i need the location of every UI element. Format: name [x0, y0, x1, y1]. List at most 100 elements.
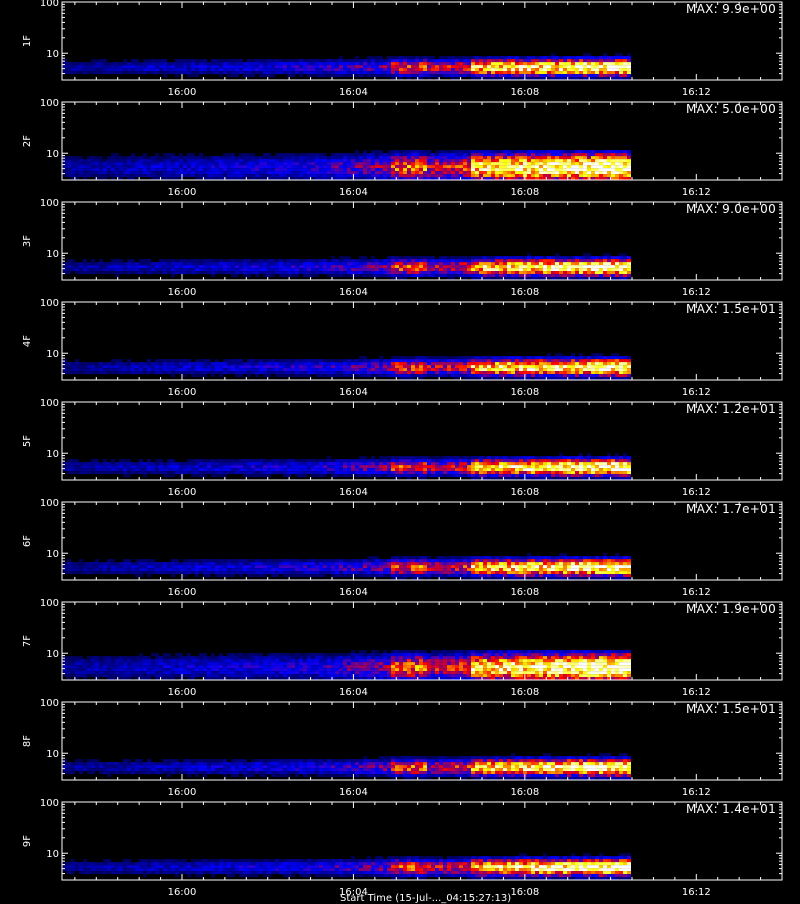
heatmap-cell: [259, 474, 263, 477]
heatmap-cell: [95, 171, 99, 174]
heatmap-cell: [67, 168, 71, 171]
heatmap-cell: [611, 59, 615, 62]
heatmap-cell: [411, 365, 415, 368]
heatmap-cell: [91, 471, 95, 474]
heatmap-cell: [295, 468, 299, 471]
heatmap-cell: [263, 362, 267, 365]
heatmap-cell: [331, 371, 335, 374]
heatmap-cell: [587, 359, 591, 362]
heatmap-cell: [347, 165, 351, 168]
heatmap-cell: [543, 153, 547, 156]
heatmap-cell: [243, 368, 247, 371]
heatmap-cell: [371, 371, 375, 374]
heatmap-cell: [167, 168, 171, 171]
heatmap-cell: [555, 356, 559, 359]
heatmap-cell: [103, 362, 107, 365]
heatmap-cell: [347, 262, 351, 265]
heatmap-cell: [91, 171, 95, 174]
heatmap-cell: [215, 59, 219, 62]
heatmap-cell: [279, 165, 283, 168]
heatmap-cell: [527, 253, 531, 256]
heatmap-cell: [87, 62, 91, 65]
heatmap-cell: [163, 74, 167, 77]
heatmap-cell: [359, 162, 363, 165]
heatmap-cell: [227, 271, 231, 274]
heatmap-cell: [615, 59, 619, 62]
x-tick-label: 16:12: [682, 87, 711, 98]
heatmap-cell: [243, 165, 247, 168]
heatmap-cell: [339, 71, 343, 74]
heatmap-cell: [315, 268, 319, 271]
heatmap-cell: [299, 171, 303, 174]
heatmap-cell: [363, 171, 367, 174]
heatmap-cell: [583, 362, 587, 365]
heatmap-cell: [435, 274, 439, 277]
heatmap-cell: [467, 365, 471, 368]
heatmap-cell: [363, 174, 367, 177]
heatmap-cell: [215, 65, 219, 68]
heatmap-cell: [403, 471, 407, 474]
heatmap-cell: [183, 68, 187, 71]
heatmap-cell: [291, 274, 295, 277]
heatmap-cell: [79, 65, 83, 68]
heatmap-cell: [515, 171, 519, 174]
heatmap-cell: [119, 468, 123, 471]
heatmap-cell: [523, 362, 527, 365]
heatmap-cell: [563, 74, 567, 77]
heatmap-cell: [299, 271, 303, 274]
heatmap-cell: [427, 159, 431, 162]
heatmap-cell: [463, 156, 467, 159]
heatmap-cell: [607, 56, 611, 59]
heatmap-cell: [523, 62, 527, 65]
heatmap-cell: [167, 459, 171, 462]
heatmap-cell: [123, 174, 127, 177]
heatmap-cell: [223, 156, 227, 159]
heatmap-cell: [431, 65, 435, 68]
heatmap-cell: [307, 268, 311, 271]
heatmap-cell: [555, 374, 559, 377]
heatmap-cell: [299, 471, 303, 474]
heatmap-cell: [399, 56, 403, 59]
heatmap-cell: [535, 256, 539, 259]
heatmap-cell: [483, 356, 487, 359]
heatmap-cell: [63, 265, 67, 268]
heatmap-cell: [119, 265, 123, 268]
heatmap-cell: [531, 162, 535, 165]
heatmap-cell: [611, 374, 615, 377]
heatmap-cell: [531, 271, 535, 274]
heatmap-cell: [563, 59, 567, 62]
heatmap-cell: [171, 159, 175, 162]
heatmap-cell: [603, 262, 607, 265]
heatmap-cell: [471, 368, 475, 371]
heatmap-cell: [567, 153, 571, 156]
heatmap-cell: [575, 368, 579, 371]
heatmap-cell: [215, 271, 219, 274]
heatmap-cell: [147, 265, 151, 268]
heatmap-cell: [107, 268, 111, 271]
heatmap-cell: [327, 468, 331, 471]
heatmap-cell: [195, 459, 199, 462]
heatmap-cell: [527, 168, 531, 171]
heatmap-cell: [147, 65, 151, 68]
heatmap-cell: [227, 165, 231, 168]
heatmap-cell: [131, 262, 135, 265]
heatmap-cell: [559, 74, 563, 77]
heatmap-cell: [567, 68, 571, 71]
heatmap-cell: [335, 62, 339, 65]
heatmap-cell: [243, 271, 247, 274]
heatmap-cell: [187, 362, 191, 365]
heatmap-cell: [443, 362, 447, 365]
heatmap-cell: [487, 259, 491, 262]
heatmap-cell: [91, 162, 95, 165]
heatmap-cell: [271, 268, 275, 271]
heatmap-cell: [407, 374, 411, 377]
heatmap-cell: [291, 68, 295, 71]
heatmap-cell: [211, 268, 215, 271]
heatmap-cell: [219, 474, 223, 477]
heatmap-cell: [167, 259, 171, 262]
heatmap-cell: [383, 156, 387, 159]
heatmap-cell: [287, 162, 291, 165]
heatmap-cell: [415, 265, 419, 268]
heatmap-cell: [491, 365, 495, 368]
heatmap-cell: [267, 274, 271, 277]
